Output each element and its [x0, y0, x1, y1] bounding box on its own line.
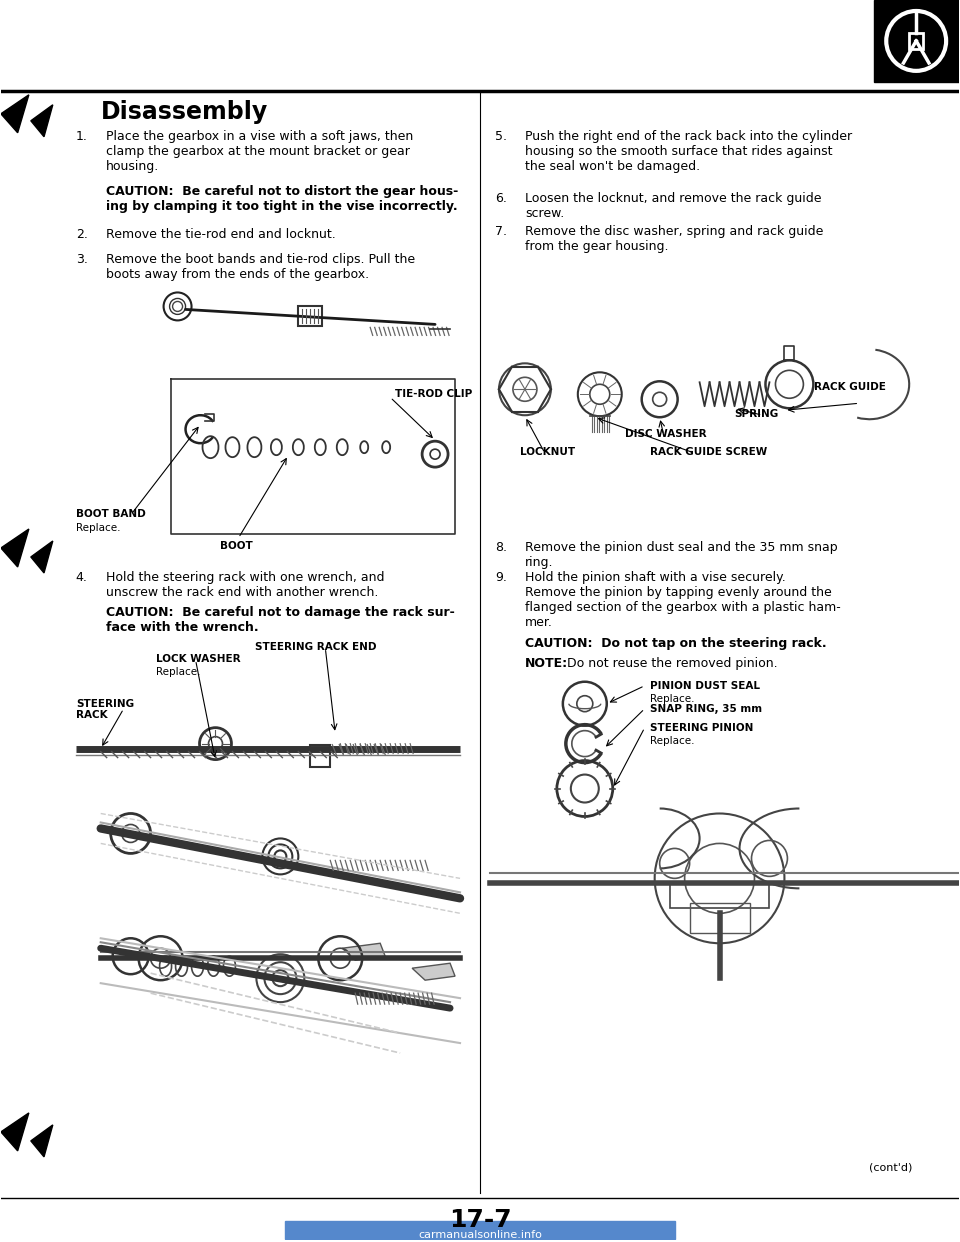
- Text: SPRING: SPRING: [734, 410, 779, 420]
- Text: CAUTION:  Be careful not to distort the gear hous-
ing by clamping it too tight : CAUTION: Be careful not to distort the g…: [106, 185, 458, 212]
- Text: carmanualsonline.info: carmanualsonline.info: [418, 1230, 542, 1240]
- Text: CAUTION:  Be careful not to damage the rack sur-
face with the wrench.: CAUTION: Be careful not to damage the ra…: [106, 606, 454, 633]
- Text: BOOT BAND: BOOT BAND: [76, 509, 146, 519]
- Text: Loosen the locknut, and remove the rack guide
screw.: Loosen the locknut, and remove the rack …: [525, 191, 822, 220]
- Text: (cont'd): (cont'd): [869, 1163, 913, 1172]
- Text: 17-7: 17-7: [448, 1207, 512, 1232]
- Text: STEERING PINION: STEERING PINION: [650, 723, 753, 733]
- Polygon shape: [31, 542, 53, 573]
- Text: 5.: 5.: [495, 129, 507, 143]
- Text: 1.: 1.: [76, 129, 87, 143]
- Text: Replace.: Replace.: [650, 735, 694, 745]
- Text: SNAP RING, 35 mm: SNAP RING, 35 mm: [650, 704, 762, 714]
- Text: RACK GUIDE SCREW: RACK GUIDE SCREW: [650, 447, 767, 457]
- Polygon shape: [1, 94, 29, 133]
- Polygon shape: [1, 1113, 29, 1151]
- Text: LOCKNUT: LOCKNUT: [520, 447, 575, 457]
- Bar: [875, 0, 959, 82]
- Text: CAUTION:  Do not tap on the steering rack.: CAUTION: Do not tap on the steering rack…: [525, 637, 827, 650]
- Bar: [285, 1221, 675, 1238]
- Polygon shape: [343, 943, 385, 960]
- Text: RACK GUIDE: RACK GUIDE: [814, 383, 886, 392]
- Text: Replace.: Replace.: [156, 667, 200, 677]
- Polygon shape: [31, 104, 53, 137]
- Text: 6.: 6.: [495, 191, 507, 205]
- Text: Disassembly: Disassembly: [101, 99, 268, 124]
- Text: STEERING
RACK: STEERING RACK: [76, 699, 133, 720]
- Text: 2.: 2.: [76, 227, 87, 241]
- Polygon shape: [1, 529, 29, 566]
- Text: 4.: 4.: [76, 571, 87, 584]
- Text: 9.: 9.: [495, 571, 507, 584]
- Text: STEERING RACK END: STEERING RACK END: [255, 642, 377, 652]
- Polygon shape: [412, 964, 455, 980]
- Text: Replace.: Replace.: [76, 523, 120, 533]
- Text: Remove the pinion dust seal and the 35 mm snap
ring.: Remove the pinion dust seal and the 35 m…: [525, 542, 837, 569]
- Bar: [689, 903, 750, 933]
- Text: Hold the steering rack with one wrench, and
unscrew the rack end with another wr: Hold the steering rack with one wrench, …: [106, 571, 384, 599]
- Polygon shape: [31, 1125, 53, 1156]
- Bar: [670, 883, 770, 908]
- Text: 7.: 7.: [495, 225, 507, 237]
- Text: Hold the pinion shaft with a vise securely.
Remove the pinion by tapping evenly : Hold the pinion shaft with a vise secure…: [525, 571, 841, 628]
- Text: NOTE:: NOTE:: [525, 657, 568, 669]
- Text: Replace.: Replace.: [650, 694, 694, 704]
- Bar: [310, 745, 330, 766]
- Text: BOOT: BOOT: [221, 542, 253, 551]
- Bar: [299, 307, 323, 327]
- Text: Remove the disc washer, spring and rack guide
from the gear housing.: Remove the disc washer, spring and rack …: [525, 225, 824, 252]
- Text: Place the gearbox in a vise with a soft jaws, then
clamp the gearbox at the moun: Place the gearbox in a vise with a soft …: [106, 129, 413, 173]
- Text: 8.: 8.: [495, 542, 507, 554]
- Text: Remove the boot bands and tie-rod clips. Pull the
boots away from the ends of th: Remove the boot bands and tie-rod clips.…: [106, 252, 415, 281]
- Text: Push the right end of the rack back into the cylinder
housing so the smooth surf: Push the right end of the rack back into…: [525, 129, 852, 173]
- Text: LOCK WASHER: LOCK WASHER: [156, 653, 240, 663]
- Text: DISC WASHER: DISC WASHER: [625, 430, 707, 440]
- Text: PINION DUST SEAL: PINION DUST SEAL: [650, 681, 759, 691]
- Text: Remove the tie-rod end and locknut.: Remove the tie-rod end and locknut.: [106, 227, 335, 241]
- Text: TIE-ROD CLIP: TIE-ROD CLIP: [396, 389, 472, 399]
- Text: 3.: 3.: [76, 252, 87, 266]
- Text: Do not reuse the removed pinion.: Do not reuse the removed pinion.: [563, 657, 778, 669]
- Bar: [909, 34, 924, 48]
